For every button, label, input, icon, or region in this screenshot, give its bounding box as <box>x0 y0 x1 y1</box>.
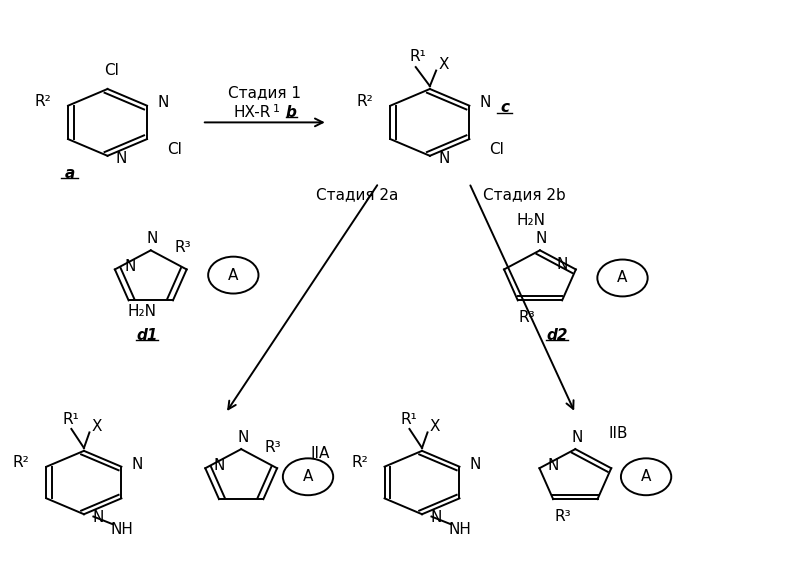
Text: A: A <box>641 469 651 484</box>
Text: R³: R³ <box>554 509 571 524</box>
Text: N: N <box>125 259 136 274</box>
Text: N: N <box>571 430 582 445</box>
Text: R²: R² <box>351 455 368 470</box>
Text: X: X <box>92 419 102 434</box>
Text: N: N <box>157 96 168 111</box>
Text: N: N <box>556 257 567 272</box>
Text: N: N <box>480 96 491 111</box>
Text: X: X <box>439 57 449 72</box>
Text: R²: R² <box>13 455 30 470</box>
Text: Cl: Cl <box>167 142 182 157</box>
Text: N: N <box>469 457 481 472</box>
Text: A: A <box>303 469 313 484</box>
Text: R³: R³ <box>174 240 191 255</box>
Text: IIB: IIB <box>609 426 628 441</box>
Text: Cl: Cl <box>104 63 119 78</box>
Text: N: N <box>116 151 127 166</box>
Text: R²: R² <box>357 94 374 109</box>
Text: R¹: R¹ <box>401 412 417 427</box>
Text: b: b <box>286 105 297 119</box>
Text: A: A <box>228 267 238 283</box>
Text: N: N <box>237 430 249 445</box>
Text: NH: NH <box>448 522 471 537</box>
Text: N: N <box>536 231 548 246</box>
Text: 1: 1 <box>273 104 279 114</box>
Text: N: N <box>92 510 104 525</box>
Text: IIA: IIA <box>310 446 330 461</box>
Text: X: X <box>429 419 439 434</box>
Text: N: N <box>147 231 158 246</box>
Text: d2: d2 <box>547 328 568 343</box>
Text: R¹: R¹ <box>62 412 79 427</box>
Text: A: A <box>617 270 628 285</box>
Text: Стадия 2a: Стадия 2a <box>316 187 398 202</box>
Text: R¹: R¹ <box>409 49 426 64</box>
Text: R³: R³ <box>265 440 282 455</box>
Text: Cl: Cl <box>489 142 504 157</box>
Text: R³: R³ <box>519 310 536 325</box>
Text: R²: R² <box>35 94 51 109</box>
Text: H₂N: H₂N <box>127 305 156 320</box>
Text: H₂N: H₂N <box>516 213 545 228</box>
Text: N: N <box>214 458 225 473</box>
Text: a: a <box>65 166 75 181</box>
Text: d1: d1 <box>136 328 158 343</box>
Text: HX-R: HX-R <box>234 105 271 119</box>
Text: N: N <box>548 458 559 473</box>
Text: N: N <box>439 151 450 166</box>
Text: c: c <box>500 101 509 115</box>
Text: Стадия 2b: Стадия 2b <box>483 187 565 202</box>
Text: N: N <box>132 457 143 472</box>
Text: N: N <box>431 510 442 525</box>
Text: Стадия 1: Стадия 1 <box>228 85 301 100</box>
Text: NH: NH <box>110 522 133 537</box>
